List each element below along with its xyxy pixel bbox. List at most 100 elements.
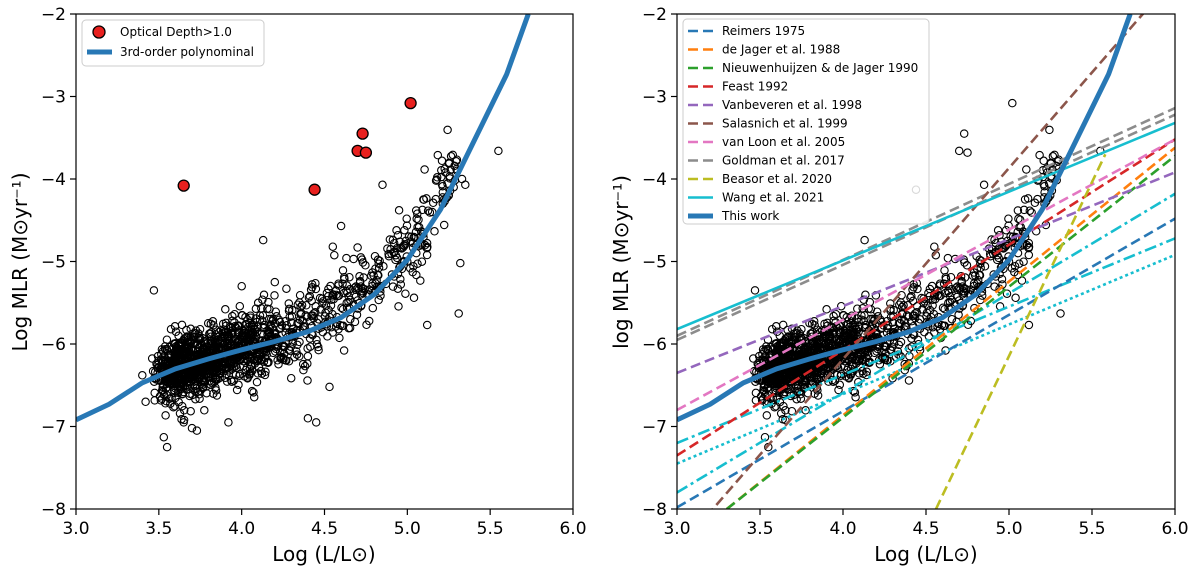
data-point — [264, 357, 273, 367]
y-tick-label: −2 — [642, 5, 667, 25]
data-point — [300, 361, 310, 371]
data-point — [1030, 198, 1040, 208]
legend-label: Feast 1992 — [722, 80, 788, 94]
legend-label: Beasor et al. 2020 — [722, 172, 832, 186]
data-point — [1020, 195, 1030, 204]
y-tick-label: −4 — [642, 170, 667, 190]
data-point — [400, 225, 409, 235]
data-point — [976, 259, 985, 268]
data-point — [296, 310, 306, 319]
data-point — [338, 279, 347, 289]
data-point — [416, 276, 425, 285]
optical-depth-point — [177, 179, 190, 192]
x-tick-label: 3.0 — [62, 519, 89, 539]
data-point — [437, 156, 447, 166]
data-point — [456, 258, 465, 268]
data-point — [171, 327, 181, 337]
data-point — [298, 359, 308, 369]
data-point — [831, 309, 841, 319]
data-point — [860, 348, 869, 357]
data-point — [910, 313, 920, 323]
data-point — [199, 347, 208, 357]
data-point — [338, 304, 348, 314]
relation-line-reimers-1975 — [677, 217, 1175, 509]
data-point — [801, 406, 810, 415]
data-point — [925, 284, 935, 294]
data-point — [258, 235, 268, 245]
data-point — [206, 339, 216, 348]
data-point — [169, 402, 178, 412]
data-point — [378, 180, 387, 190]
data-point — [908, 285, 917, 294]
data-point — [350, 317, 360, 327]
legend-label: Vanbeveren et al. 1998 — [722, 98, 862, 112]
data-point — [834, 334, 844, 344]
data-point — [323, 332, 332, 341]
data-point — [929, 309, 939, 319]
x-tick-label: 4.0 — [829, 519, 856, 539]
data-point — [278, 341, 287, 351]
data-point — [422, 320, 432, 330]
data-point — [266, 314, 276, 324]
data-point — [152, 359, 161, 369]
data-point — [760, 352, 769, 362]
data-point — [1056, 309, 1065, 318]
data-point — [259, 290, 269, 300]
data-point — [754, 351, 764, 361]
data-point — [401, 236, 411, 246]
data-point — [259, 357, 269, 366]
data-point — [175, 409, 185, 418]
data-point — [943, 286, 953, 296]
data-point — [240, 372, 249, 381]
data-point — [253, 356, 262, 366]
data-point — [282, 284, 291, 293]
data-point — [420, 165, 429, 174]
data-point — [970, 303, 979, 313]
data-point — [417, 257, 427, 266]
data-point — [275, 324, 284, 333]
data-point — [751, 388, 761, 398]
data-point — [181, 351, 191, 360]
data-point — [309, 313, 318, 323]
data-point — [186, 373, 196, 383]
data-point — [174, 339, 184, 349]
data-point — [760, 390, 770, 400]
data-point — [397, 244, 407, 253]
data-point — [149, 286, 159, 295]
data-point — [906, 293, 915, 302]
data-point — [970, 271, 980, 280]
data-point — [772, 384, 781, 393]
data-point — [859, 316, 869, 325]
y-tick-label: −8 — [642, 500, 667, 520]
data-point — [220, 333, 230, 342]
data-point — [185, 381, 194, 390]
y-tick-label: −4 — [41, 170, 66, 190]
data-point — [282, 321, 292, 330]
data-point — [962, 261, 972, 270]
data-point — [305, 291, 315, 301]
data-point — [277, 352, 286, 362]
data-point — [235, 301, 245, 311]
data-point — [284, 306, 294, 316]
data-point — [256, 366, 266, 376]
data-point — [810, 320, 819, 330]
x-tick-label: 5.0 — [394, 519, 421, 539]
data-point — [258, 316, 267, 325]
data-point — [192, 426, 202, 435]
data-point — [422, 250, 432, 260]
data-point — [409, 293, 419, 303]
data-point — [953, 292, 962, 302]
data-point — [191, 386, 200, 396]
data-point — [311, 418, 321, 427]
data-point — [303, 351, 313, 361]
data-point — [454, 309, 463, 318]
y-tick-label: −6 — [41, 335, 66, 355]
data-point — [908, 311, 918, 321]
data-point — [980, 262, 990, 271]
data-point — [249, 392, 259, 402]
data-point — [153, 351, 163, 361]
data-point — [920, 327, 929, 337]
relation-line-salasnich-et-al-1999 — [711, 14, 1145, 509]
x-tick-label: 3.0 — [663, 519, 690, 539]
data-point — [268, 348, 278, 358]
